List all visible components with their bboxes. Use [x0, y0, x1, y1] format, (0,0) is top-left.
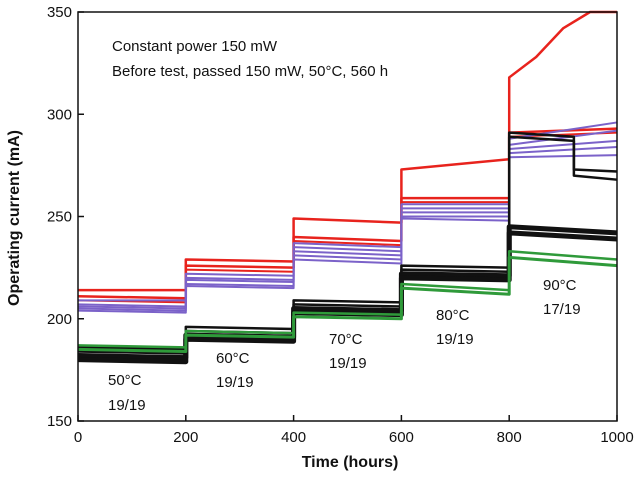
x-tick-label: 200 — [173, 429, 198, 446]
series-layer — [77, 10, 618, 365]
y-tick-label: 250 — [47, 209, 72, 226]
stage-80-passed: 19/19 — [436, 331, 474, 348]
note-line-1: Constant power 150 mW — [112, 38, 278, 55]
x-tick-label: 600 — [389, 429, 414, 446]
stage-90-temp: 90°C — [543, 277, 577, 294]
stage-50-passed: 19/19 — [108, 397, 146, 414]
y-tick-label: 300 — [47, 106, 72, 123]
y-axis-label: Operating current (mA) — [6, 130, 23, 306]
note-line-2: Before test, passed 150 mW, 50°C, 560 h — [112, 63, 388, 80]
series-line-3 — [77, 131, 618, 304]
x-tick-label: 800 — [497, 429, 522, 446]
series-line-4 — [78, 121, 618, 302]
y-tick-label: 350 — [47, 4, 72, 21]
stage-70-temp: 70°C — [329, 331, 363, 348]
stage-70-passed: 19/19 — [329, 355, 367, 372]
tick-layer: 0 200 400 600 800 1000 150 200 250 300 350 — [47, 4, 634, 446]
x-tick-label: 0 — [74, 429, 82, 446]
y-tick-label: 200 — [47, 311, 72, 328]
x-axis-label: Time (hours) — [302, 454, 399, 471]
x-tick-label: 400 — [281, 429, 306, 446]
stage-80-temp: 80°C — [436, 307, 470, 324]
stage-60-passed: 19/19 — [216, 374, 254, 391]
series-line-14 — [77, 255, 618, 353]
series-line-6 — [77, 139, 618, 310]
stage-50-temp: 50°C — [108, 372, 142, 389]
stage-90-passed: 17/19 — [543, 301, 581, 318]
stage-60-temp: 60°C — [216, 350, 250, 367]
series-line-2 — [77, 127, 618, 300]
x-tick-label: 1000 — [600, 429, 633, 446]
series-line-1 — [78, 10, 617, 292]
y-tick-label: 150 — [47, 413, 72, 430]
